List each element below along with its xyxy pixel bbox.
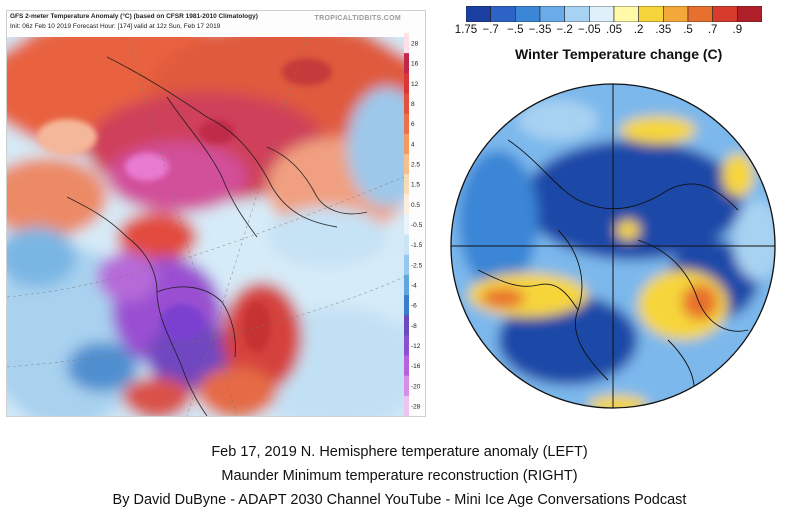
- legend-swatch: [589, 6, 615, 22]
- anomaly-detail: [37, 58, 332, 352]
- legend-label: .5: [683, 24, 693, 36]
- scale-tick-label: -1.5: [411, 242, 423, 249]
- scale-tick-label: -2.5: [411, 262, 423, 269]
- scale-tick-label: 2.5: [411, 162, 420, 169]
- caption-line-3: By David DuByne - ADAPT 2030 Channel You…: [112, 492, 687, 508]
- scale-swatch: [404, 214, 409, 236]
- scale-tick-label: -6: [411, 303, 417, 310]
- legend-label: −.05: [577, 24, 601, 36]
- scale-swatch: [404, 53, 409, 74]
- scale-swatch: [404, 295, 409, 316]
- legend-label: −.35: [528, 24, 552, 36]
- gfs-anomaly-map-panel: GFS 2-meter Temperature Anomaly (°C) (ba…: [6, 10, 426, 417]
- legend-swatch: [712, 6, 738, 22]
- globe-outline: [450, 83, 776, 409]
- scale-tick-label: 16: [411, 61, 419, 68]
- scale-swatch: [404, 194, 409, 215]
- maunder-color-legend: [466, 6, 762, 22]
- scale-tick-label: -16: [411, 363, 421, 370]
- scale-tick-label: 28: [411, 41, 419, 48]
- scale-tick-label: 12: [411, 81, 419, 88]
- legend-label: −.7: [482, 24, 499, 36]
- scale-swatch: [404, 375, 409, 397]
- scale-swatch: [404, 73, 409, 94]
- coastlines: [66, 56, 368, 416]
- scale-tick-label: 0.5: [411, 202, 420, 209]
- scale-tick-label: -8: [411, 323, 417, 330]
- scale-tick-label: -0.5: [411, 222, 423, 229]
- scale-tick-label: -28: [411, 403, 421, 410]
- legend-swatch: [638, 6, 664, 22]
- scale-swatch: [404, 274, 409, 296]
- legend-label: .7: [707, 24, 718, 36]
- scale-swatch: [404, 174, 409, 195]
- gfs-map-title: GFS 2-meter Temperature Anomaly (°C) (ba…: [10, 13, 258, 20]
- legend-swatch: [737, 6, 762, 22]
- legend-label: .9: [732, 24, 743, 36]
- legend-swatch: [539, 6, 565, 22]
- anomaly-field: [7, 37, 404, 416]
- legend-swatch: [466, 6, 491, 22]
- maunder-legend-labels: 1.75 −.7 −.5 −.35 −.2 −.05 .05 .2 .35 .5 .7 .9: [450, 24, 780, 38]
- scale-swatch: [404, 315, 409, 336]
- legend-swatch: [490, 6, 516, 22]
- legend-swatch: [613, 6, 639, 22]
- scale-tick-label: -12: [411, 343, 421, 350]
- scale-swatch: [404, 234, 409, 256]
- maunder-field: [451, 84, 775, 408]
- scale-swatch: [404, 33, 409, 54]
- maunder-temperature-reconstruction-map: [450, 83, 776, 409]
- legend-label: −.5: [507, 24, 524, 36]
- scale-tick-label: -20: [411, 383, 421, 390]
- scale-swatch: [404, 254, 409, 276]
- legend-swatch: [663, 6, 689, 22]
- scale-swatch: [404, 395, 409, 416]
- scale-tick-label: 1.5: [411, 182, 420, 189]
- legend-swatch: [564, 6, 590, 22]
- legend-label: 1.75: [454, 24, 478, 36]
- scale-tick-label: 6: [411, 121, 415, 128]
- gfs-temperature-anomaly-map: [7, 37, 404, 416]
- scale-swatch: [404, 133, 409, 155]
- scale-swatch: [404, 355, 409, 377]
- graticule: [7, 37, 404, 416]
- scale-swatch: [404, 153, 409, 175]
- legend-label: .2: [633, 24, 644, 36]
- gfs-color-scale: 28 16 12 8 6 4 2.5 1.5 0.5 -0.5 -1.5 -2.5 -4 -6 -8 -12 -…: [404, 33, 423, 416]
- scale-tick-label: 4: [411, 141, 415, 148]
- scale-tick-label: 8: [411, 101, 415, 108]
- tropicaltidbits-watermark: TROPICALTIDBITS.COM: [314, 15, 401, 22]
- legend-label: −.2: [556, 24, 573, 36]
- scale-swatch: [404, 113, 409, 135]
- caption-line-2: Maunder Minimum temperature reconstructi…: [221, 468, 578, 484]
- legend-label: .35: [655, 24, 672, 36]
- legend-label: .05: [606, 24, 622, 36]
- legend-swatch: [687, 6, 713, 22]
- maunder-map-title: Winter Temperature change (C): [515, 46, 723, 62]
- scale-swatch: [404, 335, 409, 357]
- scale-tick-label: -4: [411, 282, 417, 289]
- gfs-map-subtitle: Init: 06z Feb 10 2019 Forecast Hour: [17…: [10, 23, 221, 30]
- maunder-coastlines: [477, 139, 749, 401]
- caption-line-1: Feb 17, 2019 N. Hemisphere temperature a…: [211, 444, 588, 460]
- legend-swatch: [515, 6, 541, 22]
- scale-swatch: [404, 93, 409, 115]
